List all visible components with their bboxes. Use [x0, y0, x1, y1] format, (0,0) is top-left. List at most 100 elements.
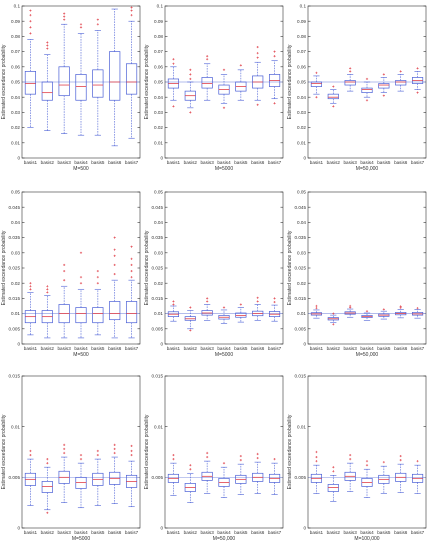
outlier-point	[63, 443, 66, 447]
y-tick-label: 0.015	[152, 374, 164, 379]
y-tick-label: 0.04	[297, 220, 306, 225]
outlier-point	[29, 288, 32, 291]
y-axis-label: Estimated exceedance probability	[287, 230, 293, 305]
box-basis4	[218, 306, 230, 324]
outlier-point	[222, 68, 226, 71]
y-tick-label: 0.005	[9, 475, 21, 480]
box-iqr	[92, 69, 104, 98]
outlier-point	[239, 303, 242, 306]
outlier-point	[315, 304, 318, 308]
outlier-point	[256, 45, 259, 49]
x-tick-label: basis5	[234, 346, 248, 351]
outlier-point	[332, 466, 335, 469]
x-tick-label: basis1	[24, 160, 38, 165]
box-basis4	[361, 460, 373, 498]
box-iqr	[75, 307, 87, 324]
outlier-point	[206, 300, 209, 303]
outlier-point	[382, 461, 385, 464]
x-tick-label: basis7	[268, 346, 282, 351]
box-basis2	[327, 466, 339, 502]
x-tick-label: basis5	[377, 160, 391, 165]
outlier-point	[416, 307, 419, 310]
x-tick-label: basis6	[394, 530, 408, 535]
outlier-point	[113, 248, 116, 251]
box-basis5	[235, 454, 247, 495]
outlier-point	[113, 451, 116, 455]
box-basis2	[41, 285, 53, 339]
y-tick-label: 0.05	[297, 80, 306, 85]
y-tick-label: 0.005	[295, 326, 307, 331]
x-tick-label: basis3	[344, 160, 358, 165]
outlier-point	[206, 297, 209, 300]
outlier-point	[332, 312, 335, 315]
box-basis1	[167, 453, 180, 496]
x-tick-label: basis7	[125, 530, 139, 535]
y-tick-label: 0.02	[154, 125, 163, 130]
box-iqr	[327, 93, 339, 100]
box-iqr	[92, 307, 104, 324]
y-tick-label: 0	[160, 526, 163, 531]
x-tick-label: basis5	[234, 530, 248, 535]
y-tick-label: 0.02	[11, 281, 20, 286]
x-tick-label: basis1	[167, 346, 181, 351]
y-tick-label: 0	[160, 156, 163, 161]
x-tick-label: basis3	[344, 346, 358, 351]
outlier-point	[382, 94, 385, 97]
x-tick-label: basis7	[268, 530, 282, 535]
y-tick-label: 0	[17, 526, 20, 531]
boxplot-panel-6: 0 0.005 0.01 0.015 0.02 0.025 0.03 0.035 0.04 0.0…	[287, 190, 427, 358]
x-tick-label: basis7	[411, 346, 425, 351]
outlier-point	[79, 251, 83, 254]
outlier-point	[273, 102, 276, 105]
box-basis6	[252, 45, 264, 106]
plot-frame	[307, 5, 427, 159]
outlier-point	[332, 323, 335, 326]
box-iqr	[109, 51, 121, 101]
x-tick-label: basis3	[58, 530, 72, 535]
box-basis4	[75, 453, 87, 509]
x-tick-label: basis1	[310, 530, 324, 535]
box-basis1	[310, 71, 323, 99]
y-tick-label: 0.01	[154, 311, 163, 316]
outlier-point	[29, 282, 32, 285]
x-tick-label: basis1	[310, 160, 324, 165]
outlier-point	[113, 263, 116, 267]
outlier-point	[46, 44, 49, 47]
box-basis2	[327, 85, 339, 108]
outlier-point	[130, 14, 133, 17]
x-tick-label: basis2	[327, 346, 341, 351]
box-basis2	[184, 464, 196, 503]
outlier-point	[63, 447, 66, 451]
box-basis7	[268, 50, 281, 105]
box-basis2	[41, 457, 53, 514]
outlier-point	[382, 73, 385, 76]
boxplot-panel-1: 0 0.01 0.02 0.03 0.04 0.05 0.06 0.07 0.08 0.09 0.1…	[1, 4, 141, 172]
y-tick-label: 0.01	[297, 424, 306, 429]
outlier-point	[256, 452, 259, 456]
outlier-point	[172, 457, 175, 461]
y-tick-label: 0.09	[11, 19, 20, 24]
x-axis-label: M=5000	[215, 352, 233, 358]
y-tick-label: 0.035	[9, 235, 21, 240]
box-basis3	[344, 304, 356, 318]
outlier-point	[416, 460, 419, 463]
y-tick-label: 0.025	[295, 266, 307, 271]
x-tick-label: basis7	[125, 160, 139, 165]
x-tick-label: basis6	[394, 160, 408, 165]
y-tick-label: 0.03	[154, 250, 163, 255]
box-basis2	[184, 306, 196, 332]
box-basis3	[201, 297, 213, 321]
outlier-point	[256, 103, 259, 106]
x-tick-label: basis6	[251, 346, 265, 351]
y-tick-label: 0.01	[297, 311, 306, 316]
y-tick-label: 0.015	[9, 296, 21, 301]
box-basis2	[327, 312, 339, 326]
box-iqr	[310, 81, 323, 87]
x-tick-label: basis4	[217, 530, 231, 535]
y-tick-label: 0.02	[297, 281, 306, 286]
outlier-point	[189, 77, 192, 81]
outlier-point	[273, 300, 276, 304]
outlier-point	[63, 263, 66, 267]
outlier-point	[113, 254, 116, 257]
box-basis6	[109, 443, 121, 504]
